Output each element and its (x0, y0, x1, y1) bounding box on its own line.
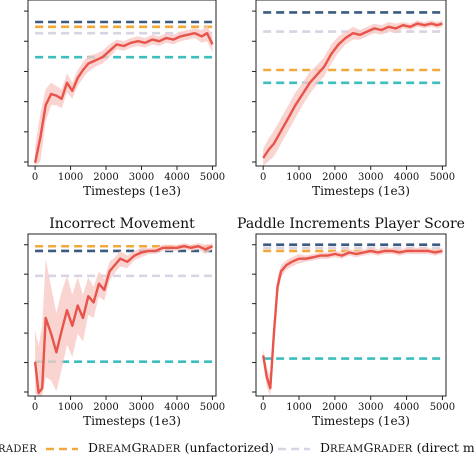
x-tick-label: 3000 (129, 172, 154, 183)
series-band (35, 25, 213, 167)
x-axis-label: Timesteps (1e3) (83, 184, 181, 198)
x-tick-label: 0 (32, 172, 38, 183)
x-tick-label: 5000 (200, 172, 225, 183)
series-band (35, 243, 213, 396)
panel-title: Incorrect Movement (49, 216, 195, 232)
x-tick-label: 2000 (93, 402, 118, 413)
x-tick-label: 1000 (286, 402, 311, 413)
x-tick-label: 2000 (93, 172, 118, 183)
x-axis-label: Timesteps (1e3) (312, 184, 410, 198)
x-tick-label: 3000 (358, 172, 383, 183)
series-line (262, 249, 443, 390)
chart-panel-1: 0 1000 2000 3000 4000 5000 Timesteps (1e3) (24, 0, 225, 198)
x-tick-label: 2000 (322, 172, 347, 183)
x-tick-label: 4000 (164, 172, 189, 183)
series-band (263, 20, 443, 167)
x-tick-label: 3000 (129, 402, 154, 413)
legend-item-1-label: RADER (0, 444, 37, 455)
plot-frame (27, 233, 217, 397)
x-tick-label: 1000 (286, 172, 311, 183)
panel-title: Paddle Increments Player Score (237, 216, 465, 232)
chart-panel-3: Incorrect Movement 0 1000 2000 3000 4000 5000 T… (24, 216, 225, 428)
chart-panel-4: Paddle Increments Player Score 0 1000 2000 3… (237, 216, 465, 428)
plot-frame (255, 0, 447, 167)
x-tick-label: 5000 (200, 402, 225, 413)
x-tick-label: 5000 (430, 172, 455, 183)
legend-item-2-label: DREAMGRADER (unfactorized) (88, 440, 274, 455)
x-tick-label: 3000 (358, 402, 383, 413)
series-line (33, 32, 214, 164)
x-axis-label: Timesteps (1e3) (83, 414, 181, 428)
x-tick-label: 4000 (164, 402, 189, 413)
series-line (33, 244, 213, 395)
x-tick-label: 1000 (58, 172, 83, 183)
x-tick-label: 4000 (394, 172, 419, 183)
x-tick-label: 1000 (58, 402, 83, 413)
legend: RADER DREAMGRADER (unfactorized) DREAMGR… (0, 440, 474, 455)
plot-frame (27, 0, 217, 167)
series-line (262, 22, 443, 159)
chart-panel-2: 0 1000 2000 3000 4000 5000 Timesteps (1e3) (252, 0, 455, 198)
x-tick-label: 5000 (430, 402, 455, 413)
series-band (263, 247, 443, 396)
plot-frame (255, 233, 447, 397)
x-tick-label: 0 (260, 172, 266, 183)
legend-item-3-label: DREAMGRADER (direct m (320, 440, 474, 455)
x-tick-label: 0 (260, 402, 266, 413)
x-tick-label: 4000 (394, 402, 419, 413)
x-tick-label: 2000 (322, 402, 347, 413)
x-tick-label: 0 (32, 402, 38, 413)
x-axis-label: Timesteps (1e3) (312, 414, 410, 428)
